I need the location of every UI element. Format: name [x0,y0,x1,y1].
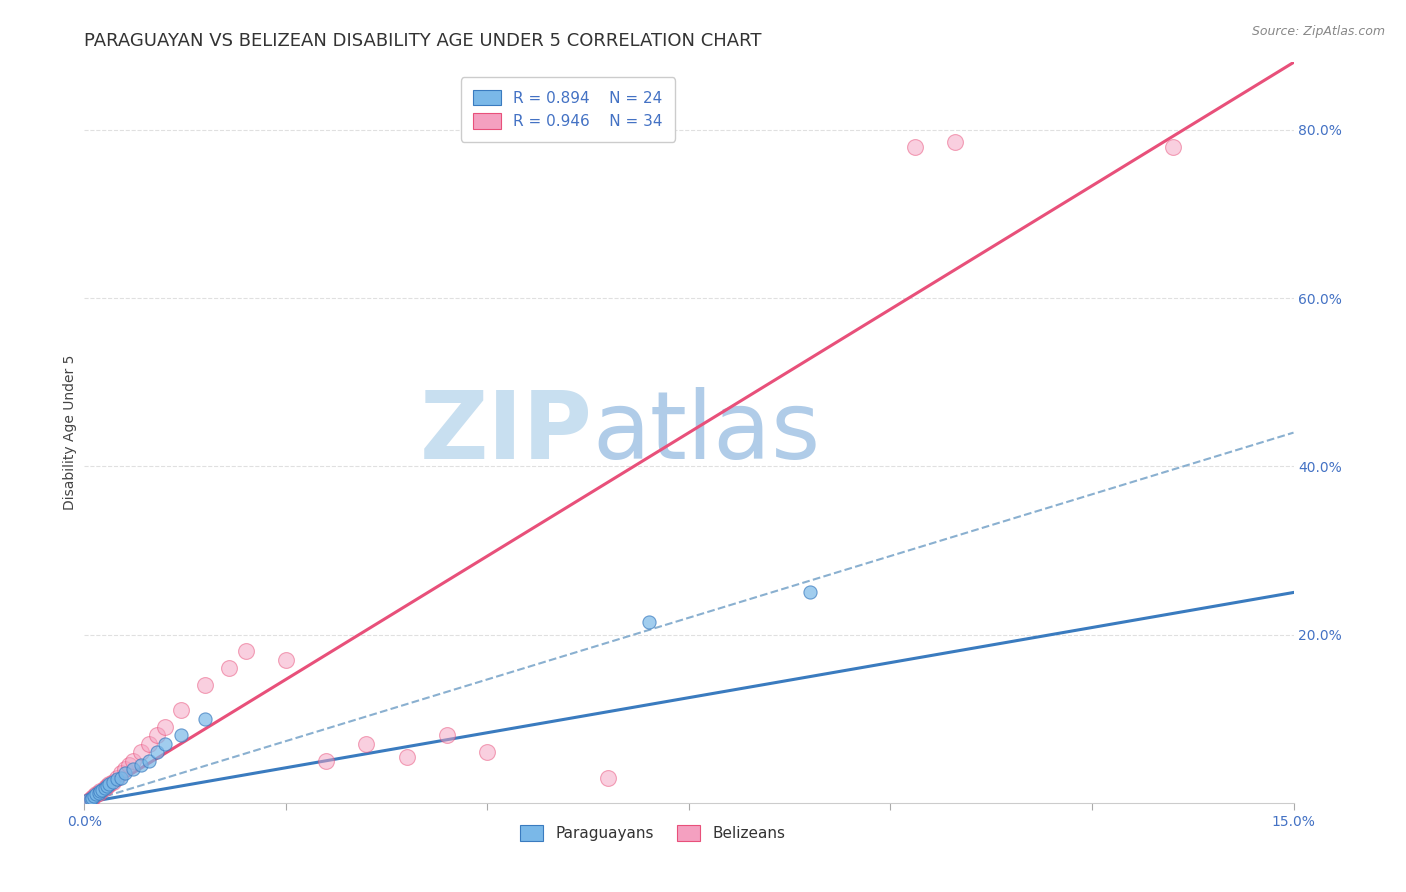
Point [129,758,152,772]
Text: PARAGUAYAN VS BELIZEAN DISABILITY AGE UNDER 5 CORRELATION CHART: PARAGUAYAN VS BELIZEAN DISABILITY AGE UN… [84,32,762,50]
Point [82,790,104,805]
Point [943,136,966,150]
Text: ZIP: ZIP [419,386,592,479]
Point [101,774,124,789]
Legend: Paraguayans, Belizeans: Paraguayans, Belizeans [515,819,792,847]
Point [153,720,176,734]
Y-axis label: Disability Age Under 5: Disability Age Under 5 [63,355,77,510]
Point [87,786,110,800]
Point [101,774,124,789]
Point [138,754,160,768]
Point [118,758,141,772]
Point [93,780,115,795]
Point [436,729,458,743]
Point [1161,139,1184,153]
Point [110,771,132,785]
Point [105,771,128,785]
Point [97,777,120,791]
Point [77,793,100,807]
Point [194,712,217,726]
Point [114,762,136,776]
Text: atlas: atlas [592,386,821,479]
Point [598,771,620,785]
Point [799,585,821,599]
Point [146,729,169,743]
Point [77,794,100,808]
Point [105,772,128,787]
Point [87,786,110,800]
Point [637,615,659,629]
Point [395,749,418,764]
Point [356,737,378,751]
Point [80,792,103,806]
Point [83,789,105,803]
Point [121,754,143,768]
Point [96,779,118,793]
Point [83,789,105,803]
Point [218,661,240,675]
Point [146,745,169,759]
Point [97,777,120,791]
Point [86,788,108,802]
Point [96,779,118,793]
Point [91,783,114,797]
Point [274,653,297,667]
Point [114,766,136,780]
Point [235,644,257,658]
Point [89,784,111,798]
Point [93,780,115,795]
Text: Source: ZipAtlas.com: Source: ZipAtlas.com [1251,25,1385,38]
Point [194,678,217,692]
Point [170,703,193,717]
Point [80,791,103,805]
Point [82,790,104,805]
Point [315,754,337,768]
Point [89,784,111,798]
Point [86,788,108,802]
Point [121,762,143,776]
Point [110,766,132,780]
Point [138,737,160,751]
Point [153,737,176,751]
Point [170,729,193,743]
Point [904,139,927,153]
Point [477,745,499,759]
Point [129,745,152,759]
